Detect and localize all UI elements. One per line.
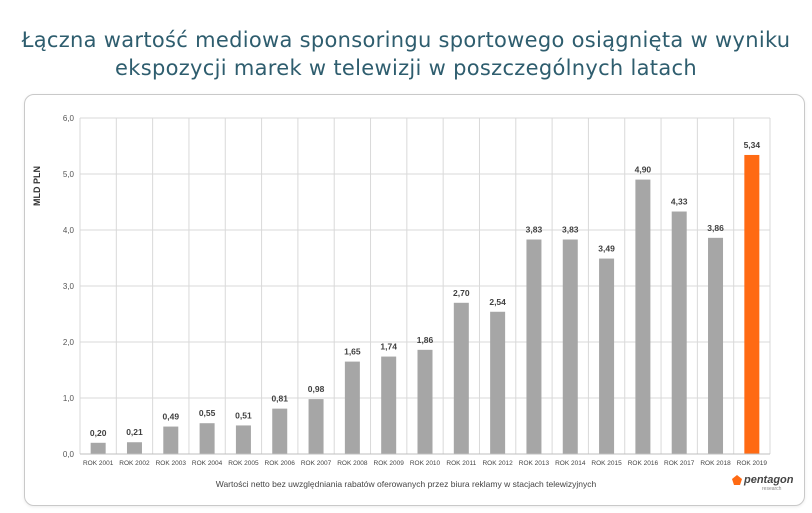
bar-data-label: 3,83 — [526, 225, 543, 235]
bar — [635, 179, 651, 454]
bar — [163, 426, 179, 454]
chart-title: Łączna wartość mediowa sponsoringu sport… — [0, 26, 812, 82]
x-tick-label: ROK 2005 — [228, 460, 259, 467]
bar-data-label: 2,54 — [489, 297, 506, 307]
x-tick-label: ROK 2002 — [119, 460, 150, 467]
y-axis-label: MLD PLN — [32, 166, 42, 206]
logo-name: pentagon — [744, 474, 794, 486]
bar-data-label: 0,49 — [163, 412, 180, 422]
logo-sub: research — [762, 486, 782, 492]
y-tick-label: 5,0 — [63, 170, 75, 179]
bar-data-label: 5,34 — [744, 140, 761, 150]
x-tick-label: ROK 2008 — [337, 460, 368, 467]
x-tick-label: ROK 2009 — [374, 460, 405, 467]
bar-data-label: 3,49 — [598, 244, 615, 254]
footnote: Wartości netto bez uwzględniania rabatów… — [215, 479, 597, 489]
x-tick-label: ROK 2001 — [83, 460, 114, 467]
bar-data-label: 4,90 — [635, 165, 652, 175]
x-tick-label: ROK 2006 — [265, 460, 296, 467]
bar — [562, 239, 578, 454]
bar-data-label: 3,83 — [562, 225, 579, 235]
bar-data-label: 0,81 — [271, 394, 288, 404]
x-tick-label: ROK 2018 — [700, 460, 731, 467]
y-tick-label: 1,0 — [63, 394, 75, 403]
bar — [708, 237, 724, 454]
x-tick-label: ROK 2017 — [664, 460, 695, 467]
bar-data-label: 1,65 — [344, 347, 361, 357]
bar-data-label: 4,33 — [671, 197, 688, 207]
bar — [453, 302, 469, 454]
bar — [272, 408, 288, 454]
x-tick-label: ROK 2003 — [156, 460, 187, 467]
x-tick-label: ROK 2013 — [519, 460, 550, 467]
bar-data-label: 0,20 — [90, 428, 107, 438]
x-tick-label: ROK 2014 — [555, 460, 586, 467]
bar — [526, 239, 542, 454]
x-tick-label: ROK 2007 — [301, 460, 332, 467]
x-tick-label: ROK 2010 — [410, 460, 441, 467]
bar-data-label: 0,51 — [235, 410, 252, 420]
chart-title-line-1: Łączna wartość mediowa sponsoringu sport… — [21, 28, 791, 52]
x-tick-label: ROK 2012 — [482, 460, 513, 467]
x-tick-label: ROK 2015 — [591, 460, 622, 467]
bar — [417, 349, 433, 454]
pentagon-logo-icon — [732, 475, 742, 485]
bar — [308, 399, 324, 454]
bar-data-label: 0,55 — [199, 408, 216, 418]
bar-data-label: 0,21 — [126, 427, 143, 437]
bar — [599, 258, 615, 454]
pentagon-logo: pentagon research — [732, 474, 794, 494]
y-tick-label: 6,0 — [63, 114, 75, 123]
bar-data-label: 3,86 — [707, 223, 724, 233]
bar-data-label: 1,74 — [380, 342, 397, 352]
bar — [235, 425, 251, 454]
x-tick-label: ROK 2016 — [628, 460, 659, 467]
bar — [90, 442, 106, 454]
chart-title-line-2: ekspozycji marek w telewizji w poszczegó… — [115, 56, 697, 80]
x-tick-label: ROK 2004 — [192, 460, 223, 467]
bar — [490, 311, 506, 454]
x-tick-label: ROK 2011 — [446, 460, 476, 467]
bar — [126, 442, 142, 454]
bar — [671, 211, 687, 454]
y-tick-label: 3,0 — [63, 282, 75, 291]
bar-data-label: 0,98 — [308, 384, 325, 394]
bar — [381, 356, 397, 454]
y-tick-label: 2,0 — [63, 338, 75, 347]
bar — [344, 361, 360, 454]
bar — [744, 154, 760, 454]
bar-data-label: 2,70 — [453, 288, 470, 298]
bar — [199, 423, 215, 454]
y-tick-label: 4,0 — [63, 226, 75, 235]
y-tick-label: 0,0 — [63, 450, 75, 459]
x-tick-label: ROK 2019 — [737, 460, 768, 467]
bar-data-label: 1,86 — [417, 335, 434, 345]
